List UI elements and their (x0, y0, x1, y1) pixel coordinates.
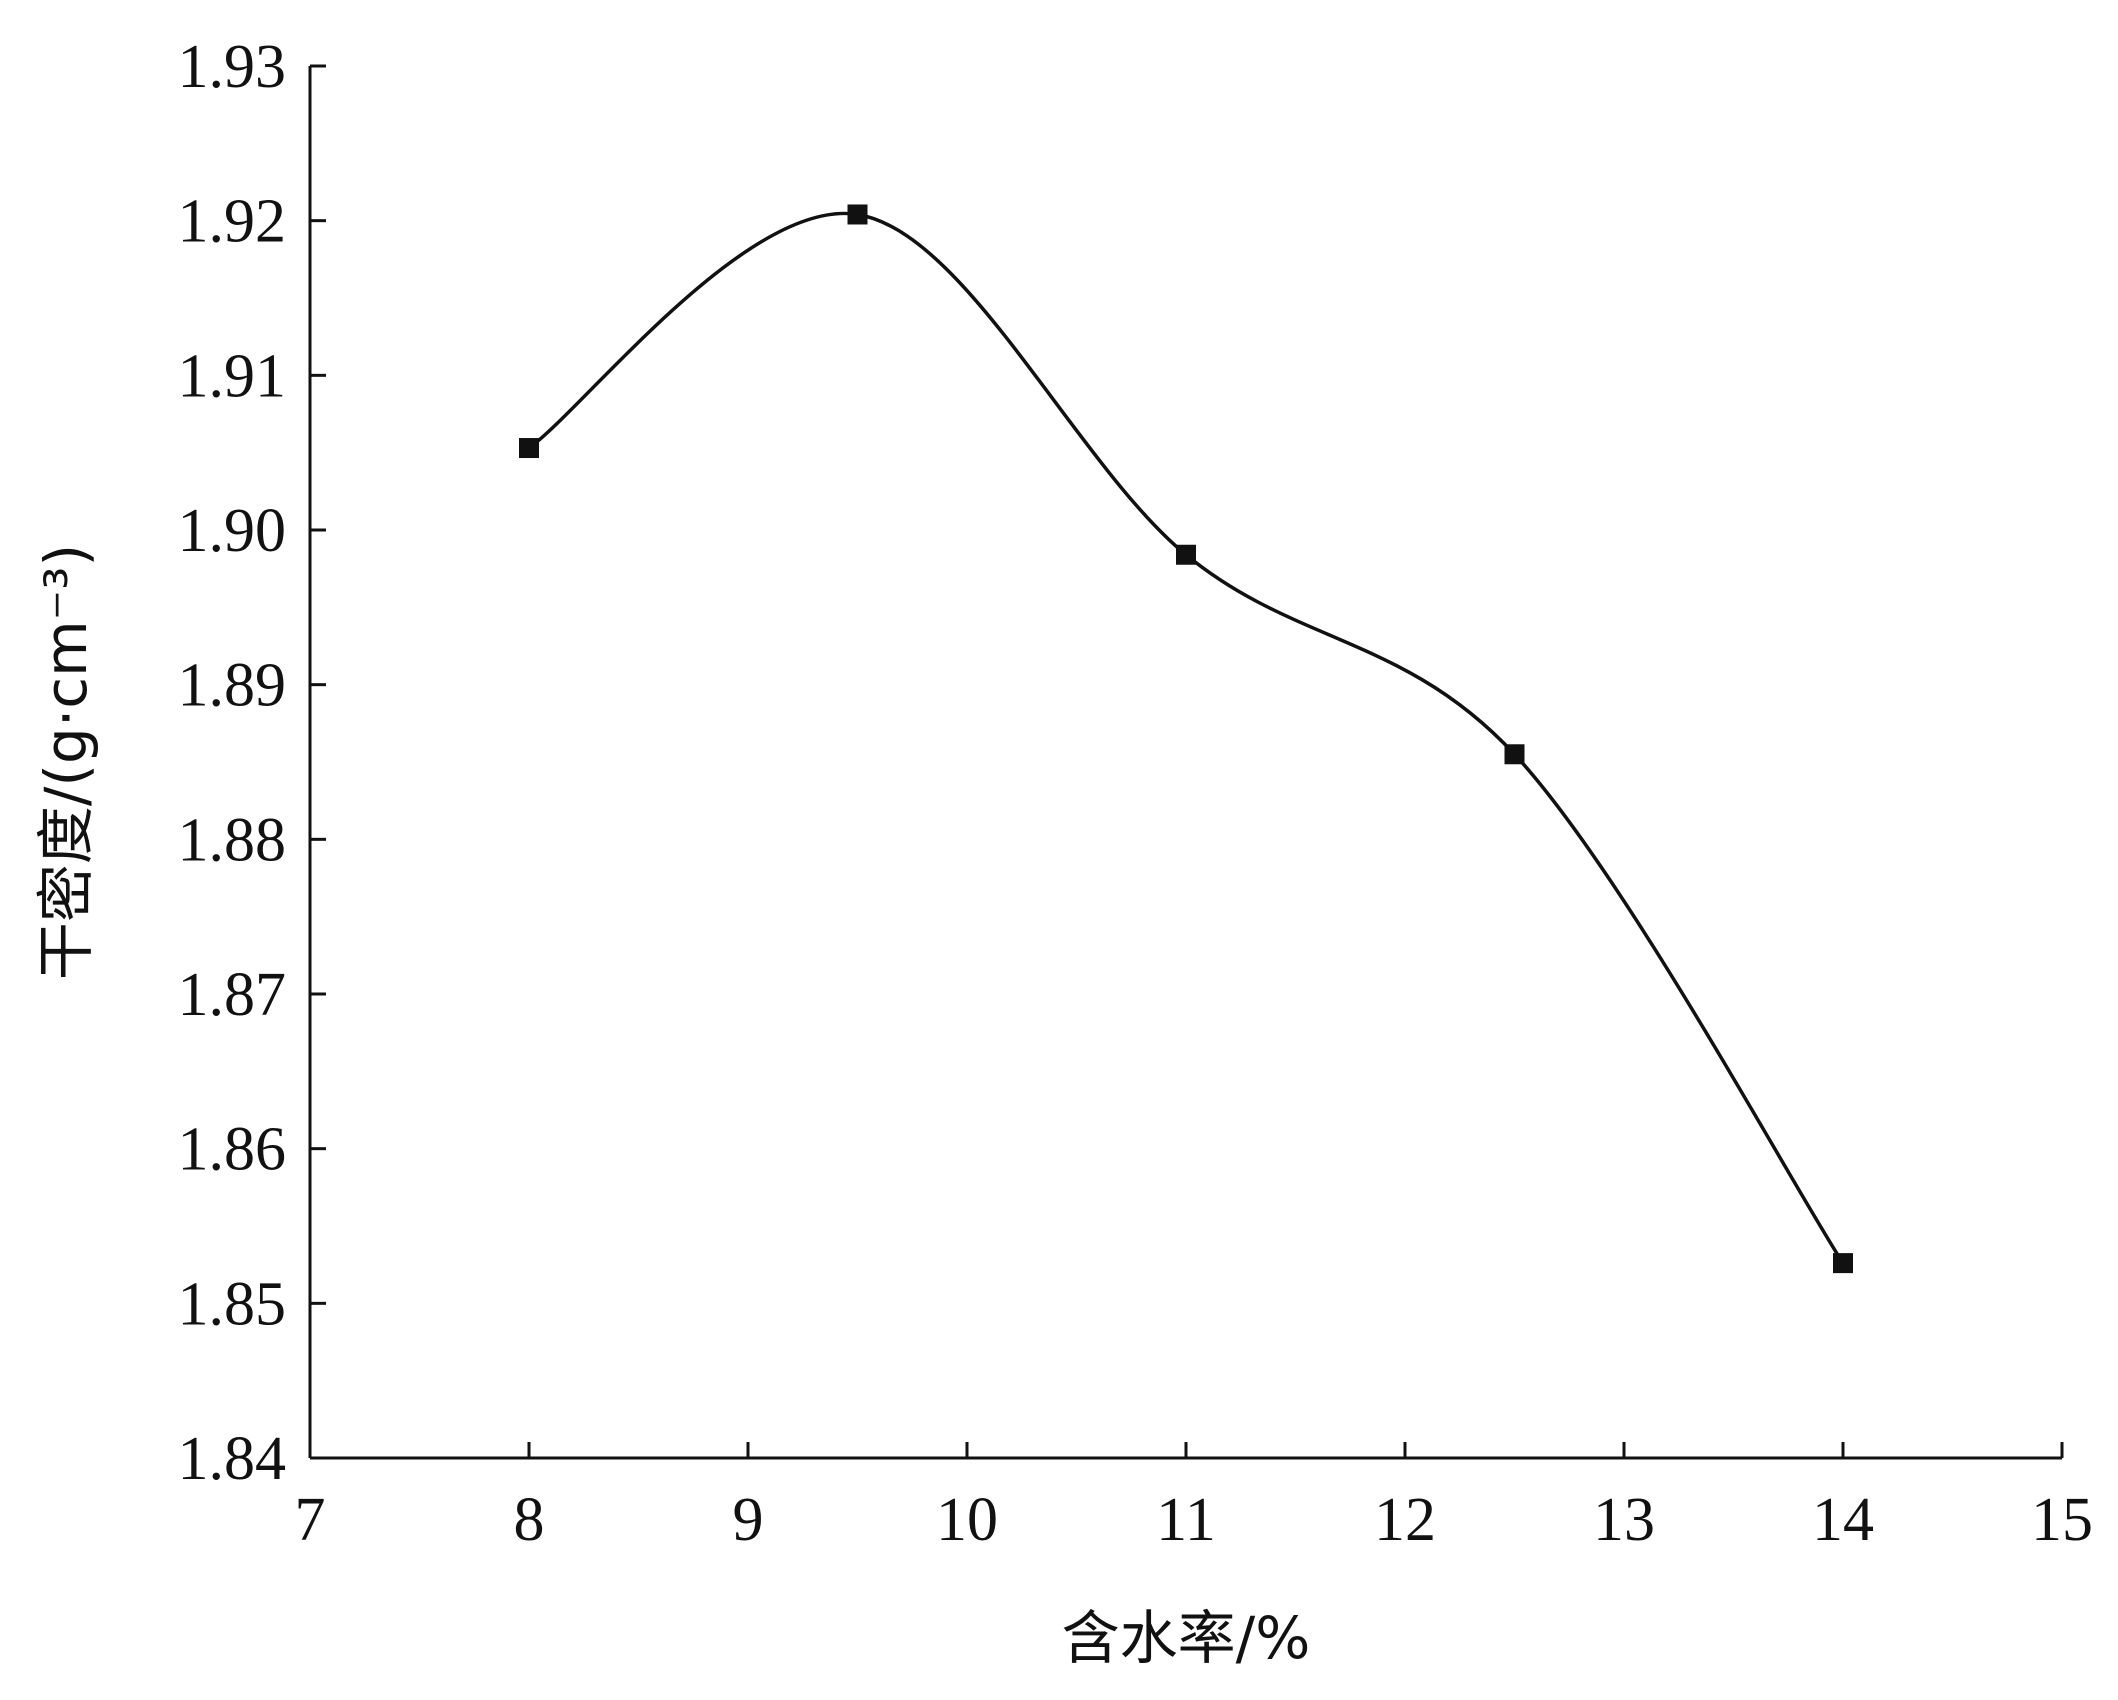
series-group (519, 204, 1853, 1274)
x-tick-label: 8 (514, 1486, 545, 1554)
y-tick-label: 1.90 (178, 497, 287, 565)
x-tick-label: 9 (733, 1486, 764, 1554)
x-tick-label: 13 (1593, 1486, 1655, 1554)
x-tick-label: 7 (295, 1486, 326, 1554)
x-tick-label: 11 (1156, 1486, 1216, 1554)
data-point-marker (1504, 744, 1525, 765)
data-point-marker (519, 438, 539, 459)
data-point-marker (1833, 1253, 1853, 1274)
x-tick-label: 14 (1812, 1486, 1874, 1554)
series-line (527, 211, 1845, 1265)
data-point-marker (847, 204, 868, 225)
x-ticks: 7 8 9 10 11 12 13 14 15 (295, 1442, 2093, 1554)
x-axis-title: 含水率/% (1062, 1604, 1311, 1672)
y-axis-title: 干密度/(g·cm⁻³) (32, 544, 100, 980)
axes (308, 66, 2062, 1460)
x-tick-label: 12 (1374, 1486, 1436, 1554)
y-tick-label: 1.86 (178, 1116, 287, 1184)
y-tick-label: 1.84 (178, 1425, 287, 1493)
x-tick-label: 15 (2031, 1486, 2093, 1554)
data-point-marker (1176, 544, 1196, 565)
y-tick-label: 1.89 (178, 652, 287, 720)
y-tick-label: 1.85 (178, 1270, 287, 1338)
y-tick-label: 1.92 (178, 188, 287, 256)
y-tick-label: 1.88 (178, 806, 287, 874)
y-ticks: 1.84 1.85 1.86 1.87 1.88 1.89 1.90 1.91 1.92 1.93 (178, 33, 326, 1493)
x-tick-label: 10 (936, 1486, 998, 1554)
y-tick-label: 1.91 (178, 342, 287, 410)
y-tick-label: 1.93 (178, 33, 287, 101)
y-tick-label: 1.87 (178, 961, 287, 1029)
